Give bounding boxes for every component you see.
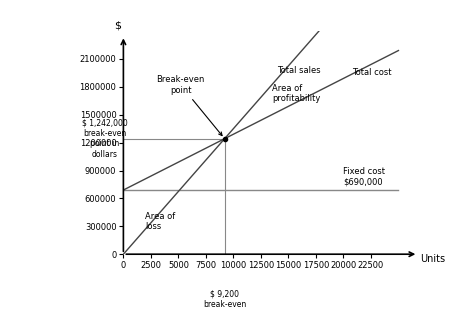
Text: Break-even
point: Break-even point [156,75,222,135]
Text: Area of
profitability: Area of profitability [272,84,320,103]
Text: Area of
loss: Area of loss [145,212,175,231]
Text: Total cost: Total cost [352,68,392,78]
Text: Total sales: Total sales [277,66,321,75]
Text: $: $ [114,21,122,31]
Text: $ 1,242,000
break-even
point in
dollars: $ 1,242,000 break-even point in dollars [82,119,128,159]
Text: Units: Units [420,254,446,264]
Text: $ 9,200
break-even
point in units: $ 9,200 break-even point in units [199,290,250,310]
Text: Fixed cost
$690,000: Fixed cost $690,000 [343,167,385,186]
